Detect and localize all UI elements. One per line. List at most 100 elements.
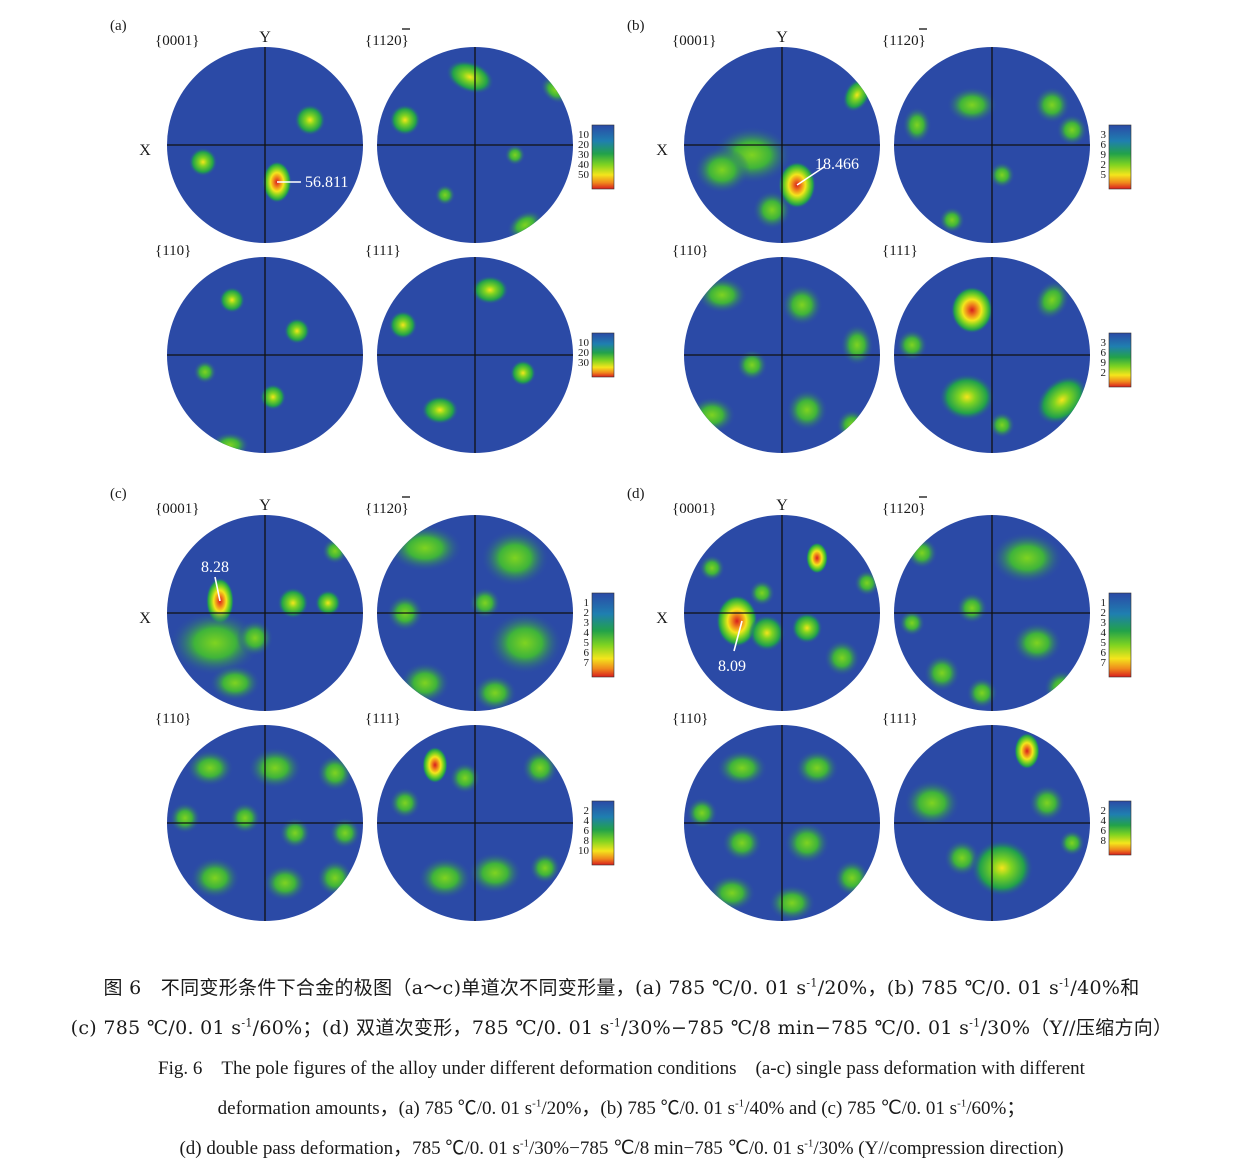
plane-label: {1120} (365, 33, 409, 49)
intensity-blob (210, 432, 250, 453)
intensity-blob (209, 664, 261, 702)
plane-label: {0001} (155, 501, 199, 517)
intensity-blobs (389, 746, 561, 899)
pole-figure-0: {0001} X Y 8.09 (656, 497, 880, 711)
color-scale-tick: 5 (1101, 637, 1107, 649)
intensity-blob (316, 859, 354, 897)
intensity-blobs (386, 524, 563, 711)
color-scale-tick: 4 (1101, 815, 1107, 827)
caption-cn-2d: /30%（Y//压缩方向） (980, 1017, 1173, 1039)
intensity-blob (229, 802, 261, 834)
intensity-blob (791, 612, 823, 644)
intensity-blob (169, 610, 261, 676)
intensity-blob (833, 859, 871, 897)
intensity-blob (989, 412, 1015, 438)
intensity-blob (896, 329, 928, 361)
intensity-blob (748, 614, 786, 652)
color-scale-bar (1108, 124, 1132, 190)
intensity-blobs (193, 287, 310, 453)
intensity-blob (854, 570, 880, 596)
intensity-blob (970, 839, 1034, 897)
axis-label-x: X (139, 610, 151, 627)
color-scale-tick: 30 (578, 149, 590, 161)
panel-label: (c) (110, 486, 127, 502)
intensity-blob (400, 662, 450, 704)
peak-annotation: 8.28 (201, 559, 229, 576)
caption-en-line-3: (d) double pass deformation，785 ℃/0. 01 … (0, 1133, 1243, 1160)
intensity-blobs (388, 275, 536, 425)
intensity-blob (990, 532, 1064, 584)
intensity-blob (906, 537, 938, 569)
pole-figure-2: {110} (155, 243, 363, 453)
intensity-blob (277, 587, 309, 619)
color-scale-tick: 2 (1101, 367, 1107, 379)
color-scale-tick: 4 (584, 627, 590, 639)
intensity-blob (329, 817, 361, 849)
intensity-blob (938, 373, 996, 421)
intensity-blob (260, 384, 286, 410)
color-scale-tick: 3 (1101, 617, 1107, 629)
caption-en-line-2: deformation amounts，(a) 785 ℃/0. 01 s-1/… (0, 1093, 1243, 1120)
intensity-blob (1056, 114, 1088, 146)
plane-label: {111} (365, 243, 401, 259)
panel-label: (a) (110, 18, 127, 34)
pole-figure-3: {111} (882, 243, 1090, 453)
color-scale-tick: 2 (584, 607, 590, 619)
intensity-blob (781, 284, 823, 326)
plane-label: {1120} (365, 501, 409, 517)
intensity-blob (284, 318, 310, 344)
intensity-blob (529, 852, 561, 884)
color-scale-bar (1108, 332, 1132, 388)
pole-figure-3: {111} (365, 243, 573, 453)
color-scale-tick: 4 (584, 815, 590, 827)
caption-cn-line-1: 图 6 不同变形条件下合金的极图（a～c)单道次不同变形量，(a) 785 ℃/… (0, 973, 1243, 1000)
plane-label: {110} (672, 243, 708, 259)
exponent: -1 (735, 1097, 745, 1110)
intensity-blob (686, 797, 718, 829)
exponent: -1 (241, 1016, 253, 1030)
intensity-blob (1033, 86, 1071, 124)
color-scale-tick: 3 (584, 617, 590, 629)
intensity-blobs (169, 538, 348, 702)
intensity-blob (946, 86, 998, 124)
intensity-blob (521, 749, 559, 787)
intensity-blob (923, 654, 961, 692)
intensity-blob (389, 787, 421, 819)
intensity-blob (169, 802, 201, 834)
intensity-blob (840, 324, 874, 366)
color-scale-tick: 3 (1101, 337, 1107, 349)
color-scale-bar (591, 800, 615, 866)
color-scale-tick: 5 (584, 637, 590, 649)
intensity-blob (219, 287, 245, 313)
peak-annotation: 8.09 (718, 658, 746, 675)
panel-label: (d) (627, 486, 645, 502)
intensity-blob (939, 207, 965, 233)
color-scale-bar (591, 332, 615, 378)
intensity-blob (188, 147, 218, 177)
exponent: -1 (969, 1016, 981, 1030)
pole-figure-0: {0001} X Y 56.811 (139, 29, 363, 243)
intensity-blob (903, 779, 961, 827)
exponent: -1 (532, 1097, 542, 1110)
intensity-blob (421, 395, 459, 425)
plane-label: {0001} (672, 33, 716, 49)
color-scale-tick: 1 (584, 597, 590, 609)
pole-figure-panel-d: (d){0001}XY8.09{1120}{110} {111}123456724… (627, 486, 1132, 921)
intensity-blob (487, 611, 563, 675)
color-scale-bar (591, 124, 615, 190)
intensity-blob (504, 144, 526, 166)
color-scale-bar (591, 592, 615, 678)
intensity-blob (467, 852, 523, 894)
intensity-blob (749, 580, 775, 606)
intensity-blob (389, 104, 421, 136)
color-scale-tick: 6 (1101, 139, 1107, 151)
caption-en-3b: /30%−785 ℃/8 min−785 ℃/0. 01 s (529, 1138, 805, 1159)
intensity-blob (721, 824, 763, 862)
exponent: -1 (806, 976, 818, 990)
annotation-leader (214, 576, 221, 602)
color-scale-tick: 20 (578, 139, 590, 151)
color-scale-tick: 6 (1101, 647, 1107, 659)
